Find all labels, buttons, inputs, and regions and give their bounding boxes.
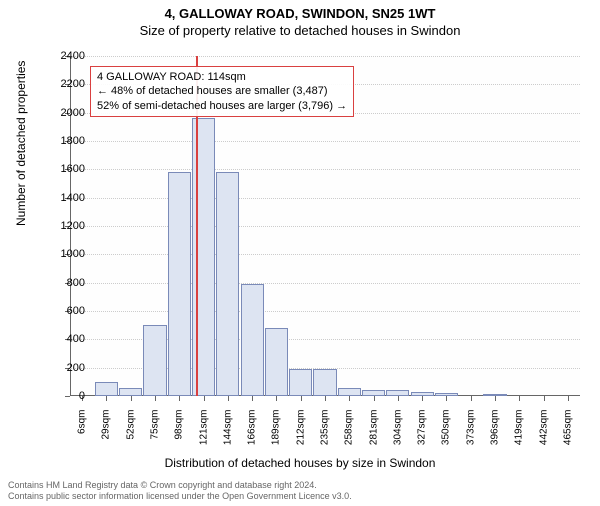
x-tick-label: 419sqm xyxy=(514,410,525,460)
histogram-bar xyxy=(119,388,142,397)
footer-line: Contains HM Land Registry data © Crown c… xyxy=(8,480,352,491)
x-tick-label: 281sqm xyxy=(368,410,379,460)
x-tick-label: 258sqm xyxy=(344,410,355,460)
page-title: 4, GALLOWAY ROAD, SWINDON, SN25 1WT xyxy=(0,6,600,21)
y-axis-label: Number of detached properties xyxy=(14,61,28,226)
x-tick-label: 52sqm xyxy=(125,410,136,460)
x-tick-label: 144sqm xyxy=(222,410,233,460)
y-tick-label: 600 xyxy=(45,305,85,317)
y-tick-label: 200 xyxy=(45,362,85,374)
x-tick-label: 304sqm xyxy=(392,410,403,460)
footer-attribution: Contains HM Land Registry data © Crown c… xyxy=(8,480,352,502)
annotation-line: 52% of semi-detached houses are larger (… xyxy=(97,99,347,113)
y-tick-label: 1800 xyxy=(45,135,85,147)
y-tick-label: 2400 xyxy=(45,50,85,62)
x-tick-label: 166sqm xyxy=(247,410,258,460)
y-tick-label: 1600 xyxy=(45,163,85,175)
x-tick-label: 121sqm xyxy=(198,410,209,460)
x-tick-label: 98sqm xyxy=(174,410,185,460)
footer-line: Contains public sector information licen… xyxy=(8,491,352,502)
annotation-line: 4 GALLOWAY ROAD: 114sqm xyxy=(97,70,347,84)
y-tick-label: 1400 xyxy=(45,192,85,204)
y-tick-label: 800 xyxy=(45,277,85,289)
x-axis-label: Distribution of detached houses by size … xyxy=(0,456,600,470)
y-tick-label: 1000 xyxy=(45,248,85,260)
histogram-bar xyxy=(143,325,166,396)
histogram-chart: 6sqm29sqm52sqm75sqm98sqm121sqm144sqm166s… xyxy=(70,56,580,396)
histogram-bar xyxy=(338,388,361,397)
histogram-bar xyxy=(241,284,264,396)
histogram-bar xyxy=(95,382,118,396)
x-tick-label: 465sqm xyxy=(562,410,573,460)
histogram-bar xyxy=(289,369,312,396)
y-tick-label: 1200 xyxy=(45,220,85,232)
y-tick-label: 2200 xyxy=(45,78,85,90)
annotation-line: ← 48% of detached houses are smaller (3,… xyxy=(97,84,347,98)
x-tick-label: 189sqm xyxy=(271,410,282,460)
histogram-bar xyxy=(313,369,336,396)
histogram-bar xyxy=(168,172,191,396)
x-tick-label: 396sqm xyxy=(490,410,501,460)
page-subtitle: Size of property relative to detached ho… xyxy=(0,23,600,38)
x-tick-label: 373sqm xyxy=(465,410,476,460)
x-tick-label: 350sqm xyxy=(441,410,452,460)
x-tick-label: 235sqm xyxy=(320,410,331,460)
histogram-bar xyxy=(265,328,288,396)
x-tick-label: 442sqm xyxy=(538,410,549,460)
y-tick-label: 2000 xyxy=(45,107,85,119)
x-tick-label: 29sqm xyxy=(101,410,112,460)
x-tick-label: 327sqm xyxy=(417,410,428,460)
histogram-bar xyxy=(216,172,239,396)
x-tick-label: 6sqm xyxy=(77,410,88,460)
x-tick-label: 212sqm xyxy=(295,410,306,460)
y-tick-label: 400 xyxy=(45,333,85,345)
annotation-box: 4 GALLOWAY ROAD: 114sqm← 48% of detached… xyxy=(90,66,354,117)
y-tick-label: 0 xyxy=(45,390,85,402)
x-tick-label: 75sqm xyxy=(150,410,161,460)
